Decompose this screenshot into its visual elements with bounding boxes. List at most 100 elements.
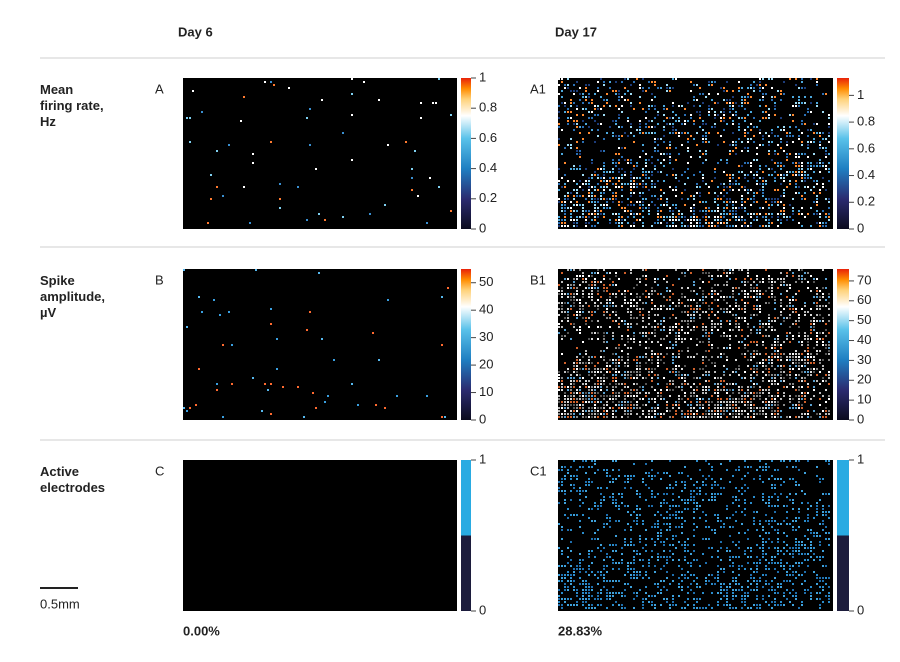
heatmap-cell <box>582 126 584 128</box>
heatmap-cell <box>585 416 587 418</box>
heatmap-cell <box>597 183 599 185</box>
heatmap-cell <box>585 320 587 322</box>
heatmap-cell <box>771 383 773 385</box>
heatmap-cell <box>789 114 791 116</box>
heatmap-cell <box>801 344 803 346</box>
heatmap-cell <box>627 356 629 358</box>
heatmap-cell <box>690 195 692 197</box>
heatmap-cell <box>570 216 572 218</box>
heatmap-cell <box>576 407 578 409</box>
heatmap-cell <box>579 598 581 600</box>
heatmap-cell <box>765 216 767 218</box>
heatmap-cell <box>600 371 602 373</box>
heatmap-cell <box>627 183 629 185</box>
heatmap-cell <box>792 296 794 298</box>
heatmap-cell <box>633 165 635 167</box>
heatmap-cell <box>351 159 353 161</box>
heatmap-cell <box>588 574 590 576</box>
heatmap-cell <box>717 144 719 146</box>
heatmap-cell <box>603 565 605 567</box>
heatmap-cell <box>621 559 623 561</box>
heatmap-cell <box>729 535 731 537</box>
heatmap-cell <box>738 123 740 125</box>
heatmap-cell <box>795 359 797 361</box>
heatmap-cell <box>558 395 560 397</box>
heatmap-cell <box>759 296 761 298</box>
heatmap-cell <box>597 538 599 540</box>
heatmap-cell <box>810 111 812 113</box>
heatmap-cell <box>687 586 689 588</box>
heatmap-cell <box>789 299 791 301</box>
heatmap-cell <box>783 532 785 534</box>
heatmap-cell <box>576 195 578 197</box>
heatmap-cell <box>630 186 632 188</box>
heatmap-cell <box>798 547 800 549</box>
heatmap-cell <box>651 293 653 295</box>
heatmap-cell <box>777 413 779 415</box>
heatmap-cell <box>600 195 602 197</box>
heatmap-cell <box>645 368 647 370</box>
heatmap-cell <box>672 222 674 224</box>
heatmap-cell <box>651 174 653 176</box>
heatmap-cell <box>750 386 752 388</box>
heatmap-cell <box>804 186 806 188</box>
heatmap-cell <box>687 592 689 594</box>
heatmap-cell <box>561 484 563 486</box>
heatmap-cell <box>564 407 566 409</box>
heatmap-cell <box>717 356 719 358</box>
heatmap-cell <box>753 398 755 400</box>
heatmap-cell <box>828 374 830 376</box>
heatmap-cell <box>726 517 728 519</box>
heatmap-cell <box>603 287 605 289</box>
heatmap-cell <box>657 222 659 224</box>
heatmap-cell <box>561 204 563 206</box>
heatmap-cell <box>705 371 707 373</box>
heatmap-cell <box>585 87 587 89</box>
heatmap-cell <box>714 413 716 415</box>
heatmap-cell <box>810 326 812 328</box>
heatmap-cell <box>615 535 617 537</box>
heatmap-cell <box>825 401 827 403</box>
heatmap-cell <box>699 565 701 567</box>
heatmap-cell <box>579 314 581 316</box>
heatmap-cell <box>762 553 764 555</box>
heatmap-cell <box>690 216 692 218</box>
heatmap-cell <box>378 99 380 101</box>
heatmap-cell <box>693 311 695 313</box>
heatmap-cell <box>588 413 590 415</box>
heatmap-cell <box>735 314 737 316</box>
heatmap-cell <box>819 535 821 537</box>
heatmap-cell <box>633 141 635 143</box>
heatmap-cell <box>699 487 701 489</box>
heatmap-cell <box>792 323 794 325</box>
heatmap-cell <box>654 583 656 585</box>
heatmap-cell <box>564 502 566 504</box>
heatmap-cell <box>411 168 413 170</box>
heatmap-cell <box>741 201 743 203</box>
heatmap-cell <box>606 198 608 200</box>
heatmap-cell <box>690 356 692 358</box>
heatmap-cell <box>786 153 788 155</box>
heatmap-cell <box>675 269 677 271</box>
heatmap-cell <box>567 395 569 397</box>
heatmap-cell <box>813 317 815 319</box>
heatmap-cell <box>774 520 776 522</box>
heatmap-cell <box>696 222 698 224</box>
heatmap-cell <box>714 123 716 125</box>
heatmap-cell <box>792 520 794 522</box>
heatmap-cell <box>666 153 668 155</box>
heatmap-cell <box>594 356 596 358</box>
heatmap-cell <box>690 219 692 221</box>
heatmap-cell <box>792 272 794 274</box>
heatmap-cell <box>573 589 575 591</box>
heatmap-cell <box>576 216 578 218</box>
heatmap-cell <box>801 132 803 134</box>
heatmap-cell <box>612 120 614 122</box>
heatmap-cell <box>789 326 791 328</box>
heatmap-cell <box>621 225 623 227</box>
heatmap-cell <box>705 410 707 412</box>
heatmap-cell <box>570 386 572 388</box>
heatmap-cell <box>786 505 788 507</box>
heatmap-cell <box>639 571 641 573</box>
heatmap-cell <box>576 317 578 319</box>
